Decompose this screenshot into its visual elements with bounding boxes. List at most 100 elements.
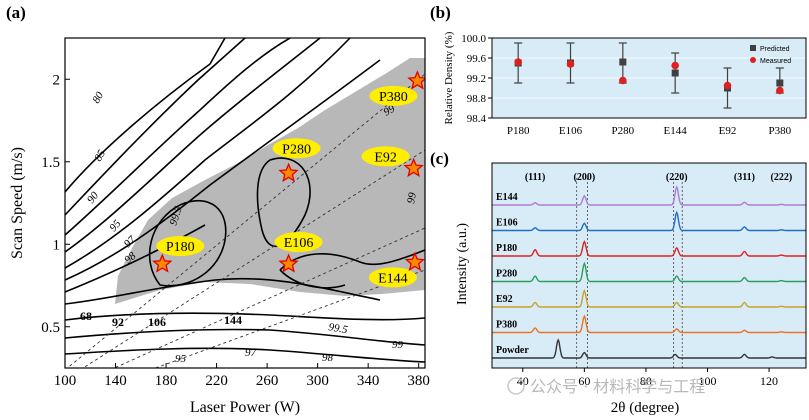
- x-axis-title-a: Laser Power (W): [190, 399, 300, 416]
- xrd-trace: [492, 314, 806, 334]
- measured-point: [514, 58, 522, 66]
- watermark: 公众号 · 材料科学与工程: [507, 377, 705, 396]
- x-tick-label-a: 340: [357, 373, 380, 389]
- y-tick-label-a: 1.5: [41, 155, 60, 171]
- svg-text:97: 97: [245, 347, 257, 359]
- xrd-trace: [492, 338, 806, 359]
- point-label: P380: [379, 90, 408, 105]
- plot-c-background: [492, 163, 806, 368]
- svg-text:144: 144: [224, 313, 242, 327]
- density-marks: [514, 42, 784, 109]
- point-marker-star: [407, 70, 425, 90]
- svg-text:99.5: 99.5: [167, 204, 185, 226]
- panel-c-label: (c): [430, 149, 449, 168]
- peak-label: (222): [771, 172, 793, 183]
- plot-frame: [64, 37, 426, 369]
- svg-text:95: 95: [175, 353, 187, 365]
- x-tick-label-a: 140: [104, 373, 127, 389]
- y-tick-label-b: 100.0: [461, 33, 486, 45]
- x-tick-label-a: 220: [205, 373, 228, 389]
- x-tick-label-a: 300: [306, 373, 329, 389]
- panel-a-contour: (a): [6, 3, 430, 416]
- x-tick-label-b: E106: [559, 125, 583, 137]
- x-tick-label-b: E144: [664, 125, 688, 137]
- point-label-bg: [272, 138, 321, 159]
- x-tick-label-b: P280: [612, 125, 635, 137]
- svg-text:92: 92: [112, 315, 124, 329]
- trace-label: Powder: [496, 345, 529, 356]
- contour-lines: [65, 38, 425, 363]
- y-tick-label-a: 2: [53, 72, 61, 88]
- legend-predicted-marker: [750, 45, 756, 51]
- legend-b: Predicted Measured: [750, 45, 791, 65]
- svg-text:公众号 · 材料科学与工程: 公众号 · 材料科学与工程: [530, 377, 705, 396]
- measured-point: [566, 60, 575, 68]
- wechat-icon: [507, 377, 525, 395]
- x-tick-label-a: 180: [155, 373, 178, 389]
- point-marker-star: [404, 251, 425, 272]
- point-label: E92: [374, 150, 397, 165]
- y-tick-label-a: 0.5: [41, 320, 60, 336]
- legend-predicted-label: Predicted: [760, 46, 790, 53]
- predicted-point: [776, 79, 784, 87]
- y-tick-label-b: 99.6: [467, 53, 487, 65]
- point-label: E106: [284, 236, 314, 251]
- xrd-trace: [492, 240, 806, 257]
- point-label: P180: [166, 240, 195, 255]
- x-tick-label-b: E92: [719, 125, 737, 137]
- axes-a: 100 140 180 220 260 300 340 380 0.5 1 1.5 2: [41, 72, 430, 389]
- svg-text:68: 68: [80, 309, 92, 323]
- trace-label: E92: [496, 294, 513, 305]
- panel-b-density: (b) 98.4 98.8 99.2 99.6 100.0 P180 E106 P280 E14…: [430, 3, 807, 137]
- peak-label: (311): [734, 172, 755, 183]
- y-tick-label-b: 99.2: [467, 73, 486, 85]
- predicted-point: [671, 69, 679, 77]
- y-axis-title-c: Intensity (a.u.): [455, 223, 470, 305]
- peak-label: (220): [666, 172, 688, 183]
- xrd-traces: E144 E106 P180 P280 E92 P380 Powder: [492, 185, 806, 359]
- axes-b: 98.4 98.8 99.2 99.6 100.0 P180 E106 P280 E144 E92…: [461, 33, 791, 137]
- point-label-bg: [369, 85, 418, 106]
- plot-c-frame: [491, 162, 807, 369]
- svg-text:106: 106: [148, 315, 166, 329]
- measured-point: [619, 76, 627, 85]
- trace-label: P180: [496, 243, 517, 254]
- point-label-bg: [274, 232, 323, 253]
- peak-labels: (111) (200) (220) (311) (222): [525, 172, 792, 183]
- x-tick-label-a: 260: [256, 373, 279, 389]
- trace-label: E144: [496, 192, 518, 203]
- x-axis-title-c: 2θ (degree): [611, 400, 679, 416]
- y-tick-label-a: 1: [53, 237, 61, 253]
- x-tick-label-b: P380: [769, 125, 792, 137]
- point-label-bg: [156, 236, 205, 257]
- legend-measured-marker: [750, 57, 756, 63]
- x-tick-label-c: 120: [760, 374, 778, 388]
- trace-label: E106: [496, 218, 518, 229]
- y-axis-title-b: Relative Density (%): [443, 31, 455, 124]
- peak-label: (200): [574, 172, 596, 183]
- xrd-trace: [492, 185, 806, 206]
- svg-text:98: 98: [322, 352, 334, 364]
- y-tick-label-b: 98.8: [467, 93, 487, 105]
- point-marker-star: [278, 253, 299, 273]
- xrd-trace: [492, 289, 806, 308]
- peak-label: (111): [525, 172, 546, 183]
- point-marker-star: [278, 162, 299, 182]
- trace-label: P280: [496, 269, 517, 280]
- x-tick-label-a: 380: [407, 373, 430, 389]
- x-tick-label-c: 100: [698, 374, 716, 388]
- point-marker-star: [152, 253, 173, 273]
- contour-labels: 80 85 90 95 97 98 99.5 99.5 99 99 99 98 …: [80, 90, 419, 365]
- point-label-bg: [361, 146, 410, 167]
- xrd-trace: [492, 210, 806, 232]
- point-label-bg: [368, 267, 417, 288]
- point-label: P280: [282, 142, 311, 157]
- panel-b-label: (b): [430, 3, 451, 22]
- trace-label: P380: [496, 320, 517, 331]
- x-tick-label-b: P180: [507, 125, 530, 137]
- svg-text:99: 99: [405, 191, 419, 204]
- point-marker-star: [403, 157, 424, 177]
- svg-text:99: 99: [392, 339, 404, 351]
